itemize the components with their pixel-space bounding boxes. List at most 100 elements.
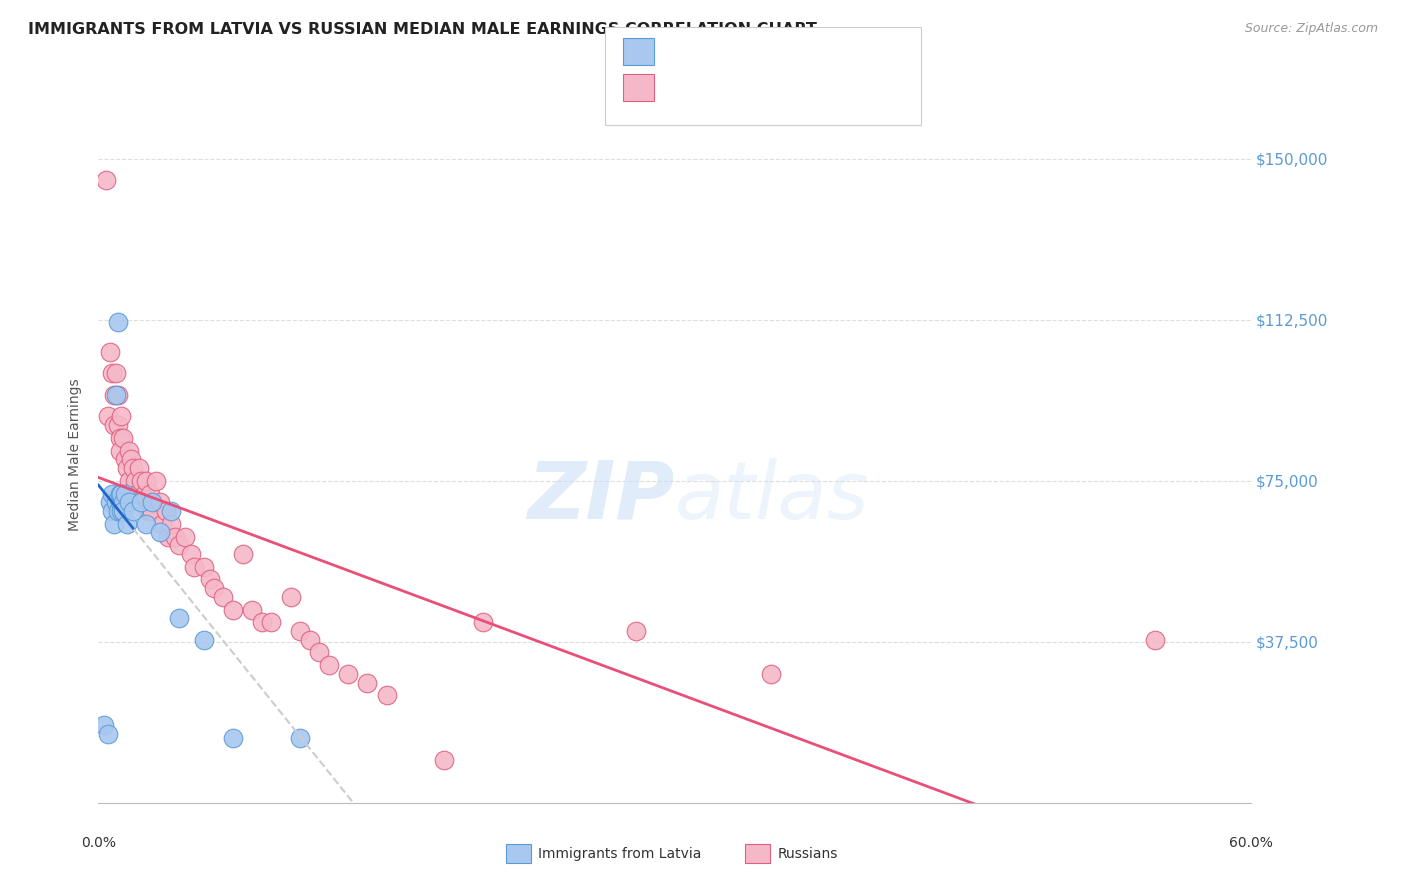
Point [167, 538, 190, 552]
Point [129, 474, 152, 488]
Text: -0.354: -0.354 [704, 45, 752, 59]
Point [134, 486, 156, 500]
Text: Immigrants from Latvia: Immigrants from Latvia [538, 847, 702, 861]
Point [112, 495, 135, 509]
Point [149, 525, 172, 540]
Point [104, 388, 127, 402]
Point [122, 504, 145, 518]
Point [240, 602, 263, 616]
Point [135, 474, 157, 488]
Point [250, 615, 273, 630]
Point [156, 529, 179, 543]
Point [290, 624, 312, 638]
Point [118, 495, 141, 509]
Text: atlas: atlas [675, 458, 870, 536]
Point [103, 388, 125, 402]
Point [117, 516, 139, 531]
Point [202, 581, 225, 595]
Point [108, 495, 131, 509]
Point [114, 452, 136, 467]
Point [222, 731, 245, 746]
Point [145, 474, 167, 488]
Point [124, 474, 146, 488]
Point [139, 486, 162, 500]
Point [94, 173, 117, 187]
Point [122, 460, 145, 475]
Text: Source: ZipAtlas.com: Source: ZipAtlas.com [1244, 22, 1378, 36]
Point [375, 689, 398, 703]
Text: 0.0%: 0.0% [82, 836, 115, 850]
Point [108, 486, 131, 500]
Text: IMMIGRANTS FROM LATVIA VS RUSSIAN MEDIAN MALE EARNINGS CORRELATION CHART: IMMIGRANTS FROM LATVIA VS RUSSIAN MEDIAN… [28, 22, 817, 37]
Text: N =: N = [780, 80, 813, 95]
Point [141, 504, 163, 518]
Point [1144, 632, 1167, 647]
Point [103, 516, 125, 531]
Point [260, 615, 283, 630]
Point [471, 615, 494, 630]
Point [118, 443, 141, 458]
Text: R =: R = [665, 45, 696, 59]
Point [433, 753, 456, 767]
Point [337, 667, 360, 681]
Point [112, 431, 135, 445]
Point [160, 516, 183, 531]
Point [108, 431, 131, 445]
Point [98, 344, 121, 359]
Point [141, 495, 163, 509]
Point [104, 495, 127, 509]
Point [356, 675, 378, 690]
Point [160, 504, 183, 518]
Point [97, 727, 120, 741]
Point [120, 452, 142, 467]
Point [198, 573, 221, 587]
Point [280, 590, 302, 604]
Point [129, 495, 152, 509]
Point [759, 667, 782, 681]
Point [103, 417, 125, 432]
Point [290, 731, 312, 746]
Point [107, 417, 129, 432]
Point [93, 718, 115, 732]
Point [107, 315, 129, 329]
Point [128, 460, 150, 475]
Point [107, 504, 129, 518]
Text: 61: 61 [817, 80, 837, 95]
Point [212, 590, 235, 604]
Point [222, 602, 245, 616]
Point [101, 486, 124, 500]
Point [98, 495, 121, 509]
Point [110, 486, 132, 500]
Point [180, 547, 202, 561]
Point [110, 409, 132, 424]
Point [118, 474, 141, 488]
Point [318, 658, 340, 673]
Point [110, 504, 132, 518]
Point [149, 495, 172, 509]
Point [138, 504, 160, 518]
Text: R =: R = [665, 80, 696, 95]
Point [117, 460, 139, 475]
Text: 60.0%: 60.0% [1229, 836, 1274, 850]
Point [135, 516, 157, 531]
Text: 29: 29 [817, 45, 837, 59]
Point [165, 529, 187, 543]
Point [298, 632, 321, 647]
Point [114, 486, 136, 500]
Point [308, 645, 330, 659]
Point [155, 504, 177, 518]
Point [193, 632, 215, 647]
Point [150, 516, 173, 531]
Text: -0.376: -0.376 [704, 80, 752, 95]
Point [101, 367, 124, 381]
Text: ZIP: ZIP [527, 458, 675, 536]
Point [104, 367, 127, 381]
Point [107, 388, 129, 402]
Text: N =: N = [780, 45, 813, 59]
Text: Russians: Russians [778, 847, 838, 861]
Point [108, 443, 131, 458]
Point [174, 529, 197, 543]
Point [112, 504, 135, 518]
Point [101, 504, 124, 518]
Y-axis label: Median Male Earnings: Median Male Earnings [69, 378, 83, 532]
